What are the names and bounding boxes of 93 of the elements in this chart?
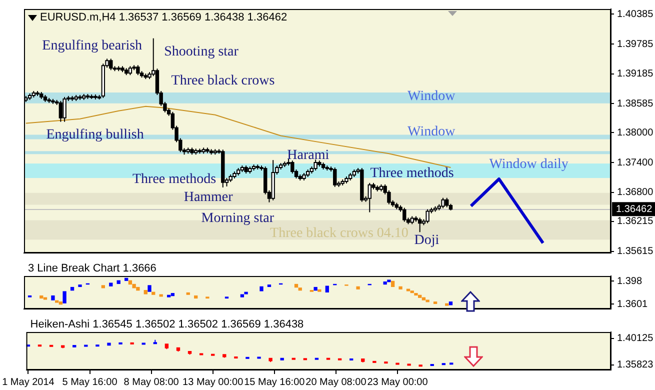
x-tick-label: 20 May 08:00 [306,376,367,388]
bar [54,300,59,303]
y-tick-label: 1.3601 [617,298,648,310]
candlestick [314,159,318,172]
bar [267,284,272,288]
bar [186,292,190,295]
candlestick [445,197,449,208]
bar [426,300,430,302]
x-tick-label: 1 May 2014 [2,376,55,388]
x-tick-label: 8 May 08:00 [124,376,180,388]
annotation: Harami [287,148,330,164]
y-tick-label: 1.35823 [617,360,654,371]
candlestick [136,64,140,76]
chart-title: 3 Line Break Chart 1.3666 [28,262,156,275]
bar [152,292,156,295]
bar [383,281,387,285]
annotation: Morning star [201,210,274,226]
bar [398,286,402,290]
bar [124,278,128,281]
bar [159,294,163,297]
bar [356,286,360,290]
annotation: Hammer [184,190,234,206]
candlestick [62,96,66,122]
bar [445,303,449,306]
bar [240,294,244,298]
annotation: Window [408,88,456,104]
annotation: Window [408,124,456,140]
x-tick-label: 5 May 16:00 [62,376,118,388]
candlestick [418,217,422,233]
bar [70,286,74,291]
bar [58,302,63,305]
bar [109,282,113,286]
candlestick [368,182,372,213]
y-tick-label: 1.40125 [617,333,654,344]
bar [318,289,322,292]
bar [62,291,66,304]
x-tick-label: 15 May 16:00 [244,376,306,388]
bar [40,295,44,299]
bar [170,293,175,296]
bar [144,290,148,294]
bar [78,284,82,288]
y-tick-label: 1.39785 [617,38,654,50]
annotation: Doji [414,233,440,248]
annotation: Engulfing bullish [46,127,144,142]
y-tick-label: 1.39185 [617,68,654,80]
y-tick-label: 1.38000 [617,127,654,138]
ref-line-label: 1.36462 [616,204,653,215]
bar [448,302,453,306]
chart-title: EURUSD.m,H4 1.36537 1.36569 1.36438 1.36462 [40,12,288,24]
bar [132,284,136,288]
candlestick [290,160,294,174]
candlestick [402,207,406,222]
bar [194,295,198,299]
annotation: Three methods [370,166,454,181]
candlestick [441,197,445,209]
bar [418,294,422,298]
annotation: Three black crows [171,73,275,88]
x-tick-label: 23 May 00:00 [367,376,428,388]
bar [410,290,414,294]
bar [294,284,298,288]
bar [314,286,318,291]
bar [51,295,55,300]
annotation: Shooting star [164,44,239,60]
y-tick-label: 1.35615 [617,246,654,258]
candlestick [58,100,63,122]
annotation: Three methods [132,172,216,188]
bar [298,288,302,291]
y-tick-label: 1.36215 [617,216,654,228]
annotation: Engulfing bearish [42,38,142,54]
bar [148,285,152,292]
bar [390,280,395,288]
annotation: Three black crows 04.10 [270,226,408,241]
candlestick [333,167,337,188]
y-tick-label: 1.36800 [617,187,654,198]
y-tick-label: 1.40385 [617,8,654,20]
bar [116,280,120,284]
annotation: Window daily [489,156,568,172]
bar [387,280,391,282]
candlestick [109,58,113,71]
bar [325,286,329,292]
y-tick-label: 1.398 [617,276,642,287]
bar [406,288,410,292]
bar [422,297,426,300]
bar [101,285,105,288]
y-tick-label: 1.38585 [617,98,654,110]
x-tick-label: 13 May 00:00 [182,376,244,388]
bar [244,292,248,294]
bar [136,286,140,291]
bar [166,294,171,298]
candlestick [426,208,430,224]
bar [260,286,264,292]
chart-title: Heiken-Ashi 1.36545 1.36502 1.36502 1.36569 1.36438 [30,318,304,331]
y-tick-label: 1.37400 [617,157,654,168]
